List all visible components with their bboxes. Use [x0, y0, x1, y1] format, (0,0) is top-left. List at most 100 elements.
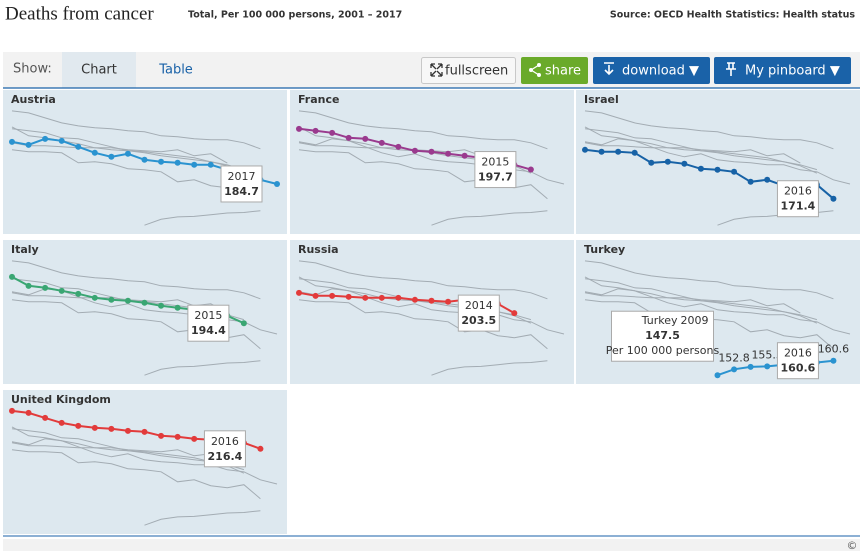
panel: United Kingdom 2016 216.4: [3, 390, 287, 534]
data-point: [174, 433, 181, 440]
data-label: 160.6: [818, 343, 850, 356]
series-line: [11, 110, 261, 150]
data-point: [158, 302, 165, 309]
download-button[interactable]: [593, 57, 710, 84]
data-point: [445, 150, 452, 157]
series-line: [584, 276, 818, 324]
small-multiples: Austria 2017 184.7 France 2015 197.7 Israel 201…: [3, 90, 860, 534]
data-point: [428, 297, 435, 304]
tooltip-box: [776, 180, 819, 218]
download-label[interactable]: download ▼: [622, 64, 699, 79]
hover-tooltip-box: [611, 310, 714, 362]
series-line: [584, 260, 834, 300]
data-point: [747, 178, 754, 185]
download-icon[interactable]: [604, 62, 614, 76]
panel-background: [290, 240, 574, 384]
pin-icon[interactable]: [726, 62, 736, 76]
data-point: [527, 166, 534, 173]
data-point: [274, 180, 280, 187]
data-point: [75, 422, 82, 429]
data-point: [108, 425, 115, 432]
data-point: [697, 165, 704, 172]
data-point: [461, 152, 468, 159]
share-icon-dot[interactable]: [537, 63, 541, 67]
pinboard-label[interactable]: My pinboard ▼: [745, 64, 840, 79]
panel-background: [3, 240, 287, 384]
fullscreen-button[interactable]: [421, 57, 516, 84]
data-point: [75, 143, 82, 150]
series-line: [584, 292, 801, 314]
copyright: ©: [847, 539, 858, 551]
tooltip-year: 2016: [784, 347, 812, 360]
data-point: [582, 146, 588, 153]
data-point: [345, 134, 352, 141]
data-point: [615, 148, 622, 155]
series-line: [584, 126, 818, 174]
data-point: [91, 149, 98, 156]
chart-title: Deaths from cancer: [5, 3, 154, 24]
panel: France 2015 197.7: [290, 90, 574, 234]
panel: Austria 2017 184.7: [3, 90, 287, 234]
series-line: [144, 210, 261, 226]
data-point: [714, 372, 721, 379]
data-point: [664, 158, 671, 165]
data-point: [747, 363, 754, 370]
data-point: [91, 424, 98, 431]
tooltip-value: 216.4: [208, 450, 243, 463]
tooltip-year: 2016: [211, 435, 239, 448]
data-point: [158, 432, 165, 439]
data-point: [207, 161, 214, 168]
hover-tooltip-value: 147.5: [645, 329, 680, 342]
pinboard-button[interactable]: [714, 57, 851, 84]
data-point: [124, 427, 131, 434]
data-point: [731, 168, 738, 175]
fullscreen-label[interactable]: fullscreen: [445, 64, 508, 79]
data-point: [108, 296, 115, 303]
data-point: [378, 294, 385, 301]
data-label: 152.8: [718, 351, 750, 364]
share-label[interactable]: share: [545, 64, 581, 79]
share-icon-dot[interactable]: [529, 68, 533, 72]
data-point: [296, 289, 302, 296]
data-point: [296, 125, 302, 132]
data-point: [9, 273, 15, 280]
series-line: [11, 149, 261, 200]
data-point: [830, 357, 837, 364]
data-point: [25, 409, 32, 416]
tooltip-year: 2014: [465, 299, 493, 312]
series-line: [144, 360, 261, 376]
tooltip-box: [776, 342, 819, 380]
share-icon-dot[interactable]: [537, 73, 541, 77]
data-point: [141, 156, 148, 163]
data-point: [191, 435, 198, 442]
data-point: [598, 148, 605, 155]
panel-title: Turkey: [584, 243, 625, 256]
data-point: [25, 282, 32, 289]
panel-title: Austria: [11, 93, 56, 106]
series-line: [11, 142, 228, 164]
chart-subtitle: Total, Per 100 000 persons, 2001 – 2017: [188, 10, 402, 21]
data-point: [830, 195, 837, 202]
data-point: [362, 135, 369, 142]
tooltip-value: 184.7: [224, 185, 259, 198]
data-point: [191, 161, 198, 168]
tooltip-value: 203.5: [461, 314, 496, 327]
tooltip-box: [220, 165, 263, 203]
chart-tab-label[interactable]: Chart: [81, 63, 117, 78]
table-tab-label[interactable]: Table: [158, 63, 193, 78]
data-point: [9, 407, 15, 414]
data-point: [42, 135, 49, 142]
series-line: [11, 260, 261, 300]
series-line: [431, 210, 548, 226]
panel-background: [290, 90, 574, 234]
data-point: [9, 138, 15, 145]
tooltip-box: [457, 294, 500, 332]
panel-title: France: [298, 93, 339, 106]
hover-tooltip-year: 2009: [681, 314, 709, 327]
data-point: [91, 294, 98, 301]
chart-tab[interactable]: [62, 52, 136, 88]
tooltip-value: 194.4: [191, 324, 226, 337]
series-line: [11, 449, 261, 500]
fullscreen-icon[interactable]: [430, 63, 443, 77]
